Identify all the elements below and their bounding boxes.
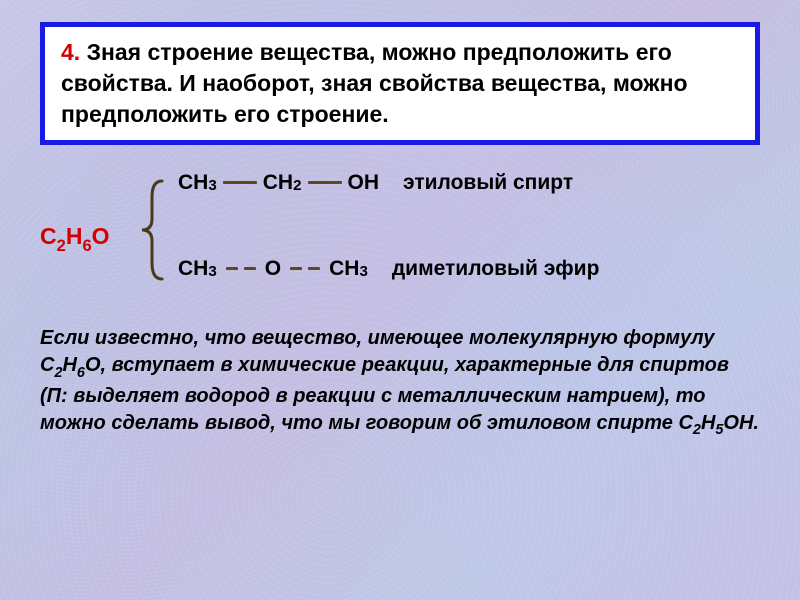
seg-sub2: 2 <box>293 177 301 194</box>
formula-O: О <box>92 223 110 249</box>
explain-sub: 2 <box>693 422 701 438</box>
explain-part: Н <box>701 412 715 434</box>
seg-CH: СН <box>263 171 293 195</box>
seg-O: О <box>265 257 281 281</box>
theorem-box: 4. Зная строение вещества, можно предпол… <box>40 22 760 145</box>
formula-sub-6: 6 <box>82 236 91 255</box>
seg-OH: ОН <box>348 171 380 195</box>
bond-icon <box>308 181 342 184</box>
seg-sub3: 3 <box>208 263 216 280</box>
seg-CH: СН <box>178 171 208 195</box>
theorem-number: 4. <box>61 39 80 65</box>
explain-sub: 2 <box>54 365 62 381</box>
explain-part: ОН. <box>723 412 759 434</box>
seg-CH: СН <box>329 257 359 281</box>
seg-CH: СН <box>178 257 208 281</box>
explanation-text: Если известно, что вещество, имеющее мол… <box>40 325 760 440</box>
explain-sub: 5 <box>715 422 723 438</box>
seg-sub3: 3 <box>359 263 367 280</box>
molecular-formula: С2Н6О <box>40 223 110 255</box>
bond-icon <box>223 181 257 184</box>
seg-sub3: 3 <box>208 177 216 194</box>
isomer-diagram: С2Н6О СН3 СН2 ОН этиловый спирт СН3 О СН… <box>40 171 760 301</box>
bond-dashed-icon <box>290 267 320 270</box>
compound-dimethyl-ether: СН3 О СН3 диметиловый эфир <box>178 257 599 281</box>
theorem-text: Зная строение вещества, можно предположи… <box>61 39 688 127</box>
formula-H: Н <box>66 223 83 249</box>
explain-sub: 6 <box>77 365 85 381</box>
slide-content: 4. Зная строение вещества, можно предпол… <box>0 0 800 440</box>
explain-part: Н <box>62 354 76 376</box>
brace-icon <box>138 179 166 281</box>
bond-dashed-icon <box>226 267 256 270</box>
formula-C: С <box>40 223 57 249</box>
explain-part: О, вступает в химические реакции, характ… <box>40 354 729 433</box>
compound-name-dme: диметиловый эфир <box>392 257 600 281</box>
compound-name-ethanol: этиловый спирт <box>403 171 573 195</box>
compound-ethanol: СН3 СН2 ОН этиловый спирт <box>178 171 573 195</box>
formula-sub-2: 2 <box>57 236 66 255</box>
